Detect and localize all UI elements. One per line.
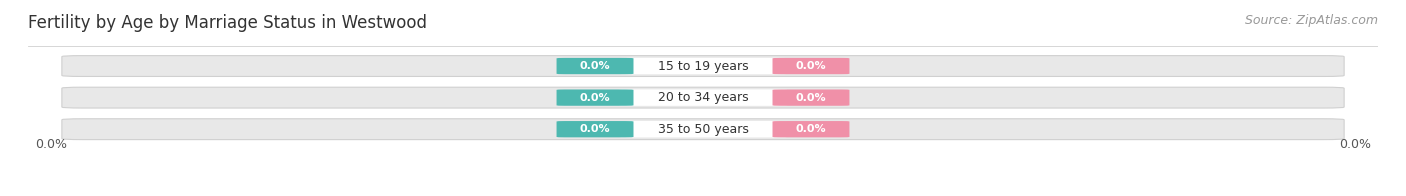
Text: 0.0%: 0.0% — [35, 138, 67, 151]
FancyBboxPatch shape — [772, 58, 849, 74]
Text: 0.0%: 0.0% — [1339, 138, 1371, 151]
FancyBboxPatch shape — [62, 56, 1344, 76]
Text: 0.0%: 0.0% — [796, 124, 827, 134]
Text: 35 to 50 years: 35 to 50 years — [658, 123, 748, 136]
FancyBboxPatch shape — [619, 89, 787, 106]
Text: 0.0%: 0.0% — [796, 93, 827, 103]
FancyBboxPatch shape — [772, 89, 849, 106]
FancyBboxPatch shape — [619, 58, 787, 74]
Text: Source: ZipAtlas.com: Source: ZipAtlas.com — [1244, 14, 1378, 27]
Text: 0.0%: 0.0% — [796, 61, 827, 71]
FancyBboxPatch shape — [557, 121, 634, 137]
FancyBboxPatch shape — [62, 119, 1344, 140]
Text: 0.0%: 0.0% — [579, 124, 610, 134]
Text: 0.0%: 0.0% — [579, 61, 610, 71]
Text: 0.0%: 0.0% — [579, 93, 610, 103]
FancyBboxPatch shape — [62, 87, 1344, 108]
FancyBboxPatch shape — [772, 121, 849, 137]
FancyBboxPatch shape — [557, 89, 634, 106]
Text: 15 to 19 years: 15 to 19 years — [658, 60, 748, 73]
Text: 20 to 34 years: 20 to 34 years — [658, 91, 748, 104]
FancyBboxPatch shape — [619, 121, 787, 137]
FancyBboxPatch shape — [557, 58, 634, 74]
Text: Fertility by Age by Marriage Status in Westwood: Fertility by Age by Marriage Status in W… — [28, 14, 427, 32]
